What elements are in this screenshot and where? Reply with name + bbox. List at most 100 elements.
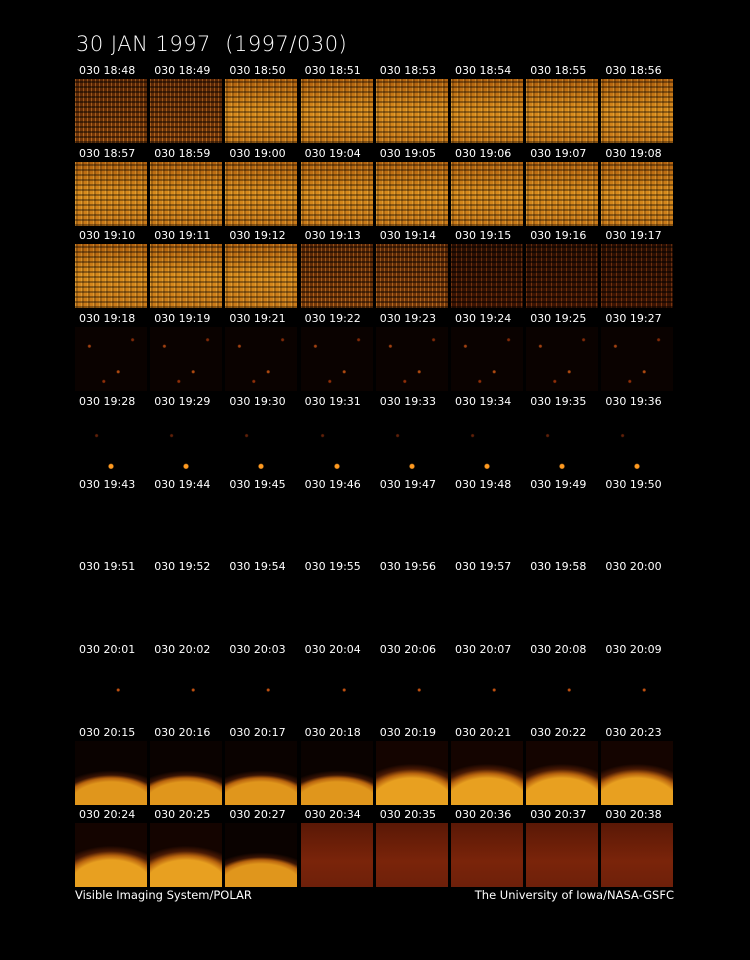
frame-label: 030 19:48 bbox=[455, 477, 512, 491]
image-panel bbox=[75, 244, 147, 309]
image-panel bbox=[526, 327, 599, 392]
image-panel bbox=[526, 409, 599, 474]
frame-label: 030 19:18 bbox=[79, 312, 136, 326]
image-panel bbox=[225, 657, 298, 722]
footer-right: The University of Iowa/NASA-GSFC bbox=[474, 888, 674, 902]
frame-label: 030 18:50 bbox=[229, 64, 286, 77]
image-panel bbox=[451, 244, 523, 309]
frame-label: 030 19:11 bbox=[154, 229, 211, 243]
frame-label: 030 20:01 bbox=[79, 642, 136, 656]
frame-label: 030 20:38 bbox=[605, 808, 662, 822]
image-panel bbox=[601, 823, 674, 888]
image-panel bbox=[375, 409, 448, 474]
image-panel bbox=[526, 657, 599, 722]
frame-label: 030 20:06 bbox=[379, 642, 436, 656]
frame-label: 030 19:04 bbox=[304, 146, 361, 160]
image-panel bbox=[526, 823, 599, 888]
image-panel bbox=[150, 492, 223, 557]
frame-label: 030 19:14 bbox=[379, 229, 436, 243]
frame-label: 030 19:13 bbox=[304, 229, 361, 243]
image-panel bbox=[75, 161, 147, 226]
footer-left: Visible Imaging System/POLAR bbox=[75, 888, 252, 902]
image-panel bbox=[526, 575, 599, 640]
image-panel bbox=[451, 161, 523, 226]
image-panel bbox=[75, 409, 147, 474]
frame-label: 030 19:15 bbox=[455, 229, 512, 243]
image-panel bbox=[150, 161, 223, 226]
image-panel bbox=[225, 244, 298, 309]
frame-label: 030 19:50 bbox=[605, 477, 662, 491]
image-panel bbox=[526, 244, 599, 309]
frame-label: 030 19:12 bbox=[229, 229, 286, 243]
frame-label: 030 19:21 bbox=[229, 312, 286, 326]
image-panel bbox=[601, 327, 674, 392]
frame-label: 030 19:47 bbox=[379, 477, 436, 491]
frame-label: 030 19:35 bbox=[530, 394, 587, 408]
image-panel bbox=[601, 244, 674, 309]
frame-label: 030 20:07 bbox=[455, 642, 512, 656]
image-panel bbox=[451, 327, 523, 392]
frame-label: 030 19:33 bbox=[379, 394, 436, 408]
image-panel bbox=[225, 161, 298, 226]
frame-label: 030 20:04 bbox=[304, 642, 361, 656]
image-panel bbox=[375, 740, 448, 805]
frame-label: 030 19:51 bbox=[79, 560, 136, 574]
image-panel bbox=[150, 575, 223, 640]
frame-label: 030 20:17 bbox=[229, 725, 286, 739]
image-panel bbox=[225, 492, 298, 557]
image-panel bbox=[526, 492, 599, 557]
frame-label: 030 19:22 bbox=[304, 312, 361, 326]
frame-label: 030 19:28 bbox=[79, 394, 136, 408]
frame-label: 030 20:25 bbox=[154, 808, 211, 822]
frame-label: 030 20:37 bbox=[530, 808, 587, 822]
frame-label: 030 19:52 bbox=[154, 560, 211, 574]
frame-label: 030 20:00 bbox=[605, 560, 662, 574]
image-panel bbox=[601, 161, 674, 226]
image-panel bbox=[150, 327, 223, 392]
frame-label: 030 19:00 bbox=[229, 146, 286, 160]
frame-label: 030 19:24 bbox=[455, 312, 512, 326]
frame-label: 030 19:46 bbox=[304, 477, 361, 491]
frame-label: 030 20:35 bbox=[379, 808, 436, 822]
image-panel bbox=[375, 657, 448, 722]
image-panel bbox=[225, 823, 298, 888]
image-panel bbox=[375, 492, 448, 557]
image-panel bbox=[451, 823, 523, 888]
image-panel bbox=[451, 657, 523, 722]
frame-label: 030 19:06 bbox=[455, 146, 512, 160]
image-panel bbox=[75, 492, 147, 557]
image-panel bbox=[300, 409, 373, 474]
image-panel bbox=[601, 409, 674, 474]
image-panel bbox=[601, 79, 674, 143]
image-panel bbox=[601, 575, 674, 640]
frame-label: 030 18:59 bbox=[154, 146, 211, 160]
image-panel bbox=[225, 575, 298, 640]
frame-label: 030 19:27 bbox=[605, 312, 662, 326]
image-panel bbox=[75, 657, 147, 722]
image-panel bbox=[375, 327, 448, 392]
frame-label: 030 19:25 bbox=[530, 312, 587, 326]
image-panel bbox=[150, 244, 223, 309]
image-panel bbox=[150, 823, 223, 888]
frame-label: 030 19:30 bbox=[229, 394, 286, 408]
image-panel bbox=[375, 161, 448, 226]
image-panel bbox=[300, 740, 373, 805]
frame-label: 030 20:09 bbox=[605, 642, 662, 656]
frame-label: 030 19:07 bbox=[530, 146, 587, 160]
frame-label: 030 20:03 bbox=[229, 642, 286, 656]
image-panel bbox=[375, 823, 448, 888]
image-panel bbox=[451, 575, 523, 640]
frame-label: 030 20:02 bbox=[154, 642, 211, 656]
frame-label: 030 19:49 bbox=[530, 477, 587, 491]
frame-label: 030 19:55 bbox=[304, 560, 361, 574]
frame-label: 030 20:19 bbox=[379, 725, 436, 739]
frame-label: 030 20:16 bbox=[154, 725, 211, 739]
frame-label: 030 18:57 bbox=[79, 146, 136, 160]
frame-label: 030 19:10 bbox=[79, 229, 136, 243]
image-panel bbox=[300, 244, 373, 309]
frame-label: 030 19:16 bbox=[530, 229, 587, 243]
image-panel bbox=[451, 409, 523, 474]
frame-label: 030 20:27 bbox=[229, 808, 286, 822]
frame-label: 030 18:53 bbox=[379, 64, 436, 77]
